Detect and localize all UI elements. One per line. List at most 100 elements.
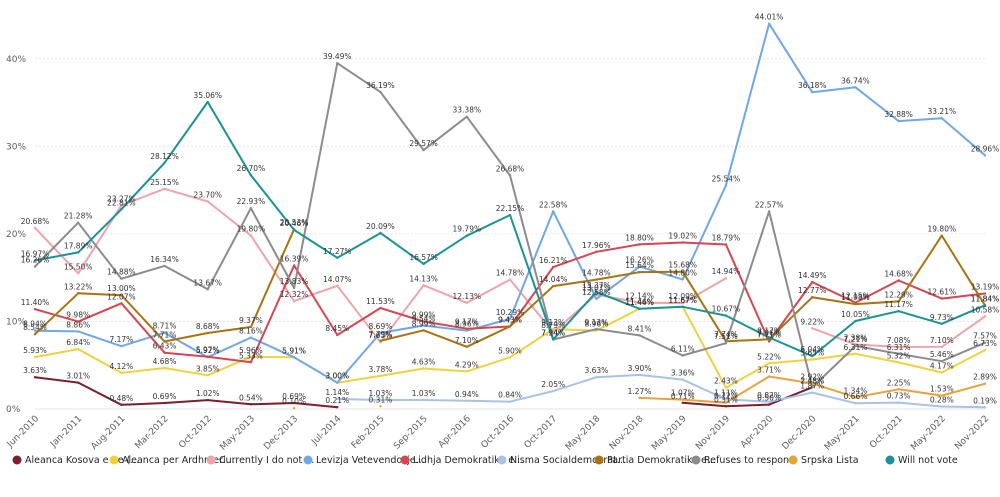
data-point	[379, 405, 382, 408]
data-label: 7.71%	[757, 330, 781, 339]
data-point	[724, 184, 728, 187]
data-label: 3.90%	[628, 364, 652, 373]
data-point	[897, 310, 900, 313]
data-point	[638, 373, 641, 377]
data-point	[595, 278, 598, 281]
data-label: 3.00%	[325, 372, 349, 381]
data-label: 14.04%	[539, 275, 568, 284]
data-point	[638, 243, 641, 246]
data-label: 19.02%	[668, 231, 697, 240]
data-label: 14.68%	[884, 269, 913, 278]
data-point	[508, 174, 512, 177]
data-point	[206, 398, 209, 402]
data-point	[163, 351, 166, 354]
data-point	[336, 397, 339, 401]
data-point	[983, 341, 987, 344]
data-label: 16.21%	[539, 256, 568, 265]
x-tick-label: Feb-2015	[350, 414, 387, 451]
data-point	[551, 389, 555, 393]
x-axis: Jun-2010 Jan-2011 Aug-2011 Mar-2012 Oct-2012…	[5, 414, 991, 453]
data-point	[681, 354, 684, 357]
data-label: 9.22%	[800, 317, 824, 326]
data-label: 8.79%	[541, 321, 565, 330]
data-point	[854, 344, 857, 348]
data-point	[163, 161, 166, 164]
x-tick-label: Jan-2011	[48, 414, 84, 450]
data-label: 10.05%	[841, 310, 870, 319]
legend-label: Currently I do not ...	[219, 455, 314, 466]
data-point	[379, 374, 382, 378]
data-label: 5.91%	[282, 346, 306, 355]
data-point	[811, 358, 814, 361]
data-point	[422, 324, 425, 327]
data-point	[336, 256, 339, 259]
data-label: 3.63%	[584, 366, 608, 375]
data-point	[724, 398, 728, 401]
data-label: 14.07%	[323, 275, 352, 284]
data-point	[249, 355, 253, 359]
data-point	[292, 299, 296, 303]
data-label: 2.89%	[973, 373, 997, 382]
data-point	[422, 320, 425, 323]
data-point	[33, 307, 37, 311]
data-point	[508, 278, 512, 281]
data-point	[767, 340, 771, 343]
data-label: 36.19%	[366, 81, 395, 90]
data-label: 16.26%	[625, 256, 654, 265]
data-point	[983, 292, 987, 295]
legend-label: Will not vote	[898, 455, 958, 466]
data-point	[33, 376, 37, 379]
legend-marker	[303, 455, 313, 465]
data-label: 25.54%	[712, 174, 741, 183]
data-label: 13.00%	[107, 284, 136, 293]
data-point	[724, 386, 728, 389]
data-label: 1.07%	[671, 389, 695, 398]
data-point	[940, 297, 944, 300]
data-label: 8.54%	[23, 323, 47, 332]
y-axis: 0% 10% 20% 30% 40%	[6, 55, 26, 415]
data-label: 0.28%	[930, 396, 954, 405]
data-label: 23.27%	[107, 194, 136, 203]
data-point	[595, 376, 598, 379]
data-label: 11.67%	[668, 296, 697, 305]
data-point	[422, 284, 425, 287]
data-label: 7.51%	[714, 332, 738, 341]
legend-marker	[109, 455, 119, 465]
data-point	[422, 262, 425, 266]
y-tick-label: 20%	[6, 230, 26, 240]
data-label: 7.10%	[455, 336, 479, 345]
data-point	[551, 327, 555, 331]
data-point	[249, 174, 253, 177]
data-point	[983, 154, 987, 157]
data-point	[379, 306, 382, 310]
data-label: 7.17%	[109, 335, 133, 344]
data-label: 0.73%	[887, 392, 911, 401]
data-point	[897, 300, 900, 303]
data-label: 5.65%	[800, 349, 824, 358]
data-label: 7.10%	[930, 336, 954, 345]
data-point	[595, 327, 598, 331]
data-label: 7.71%	[153, 330, 177, 339]
data-label: 14.88%	[107, 268, 136, 277]
y-tick-label: 10%	[6, 317, 26, 327]
data-label: 13.67%	[193, 278, 222, 287]
data-label: 7.74%	[714, 330, 738, 339]
data-point	[811, 391, 814, 394]
data-label: 6.31%	[887, 343, 911, 352]
data-label: 9.37%	[239, 316, 263, 325]
data-label: 14.13%	[409, 274, 438, 283]
data-label: 8.71%	[153, 322, 177, 331]
data-label: 1.14%	[325, 388, 349, 397]
data-point	[897, 279, 900, 282]
data-point	[249, 361, 253, 364]
data-label: 11.17%	[884, 300, 913, 309]
data-label: 8.96%	[584, 320, 608, 329]
data-label: 0.84%	[498, 391, 522, 400]
data-label: 4.29%	[455, 360, 479, 369]
data-label: 10.29%	[496, 308, 525, 317]
data-label: 5.46%	[930, 350, 954, 359]
data-label: 4.68%	[153, 357, 177, 366]
data-label: 12.58%	[582, 288, 611, 297]
data-label: 1.03%	[412, 389, 436, 398]
data-label: 35.06%	[193, 91, 222, 100]
